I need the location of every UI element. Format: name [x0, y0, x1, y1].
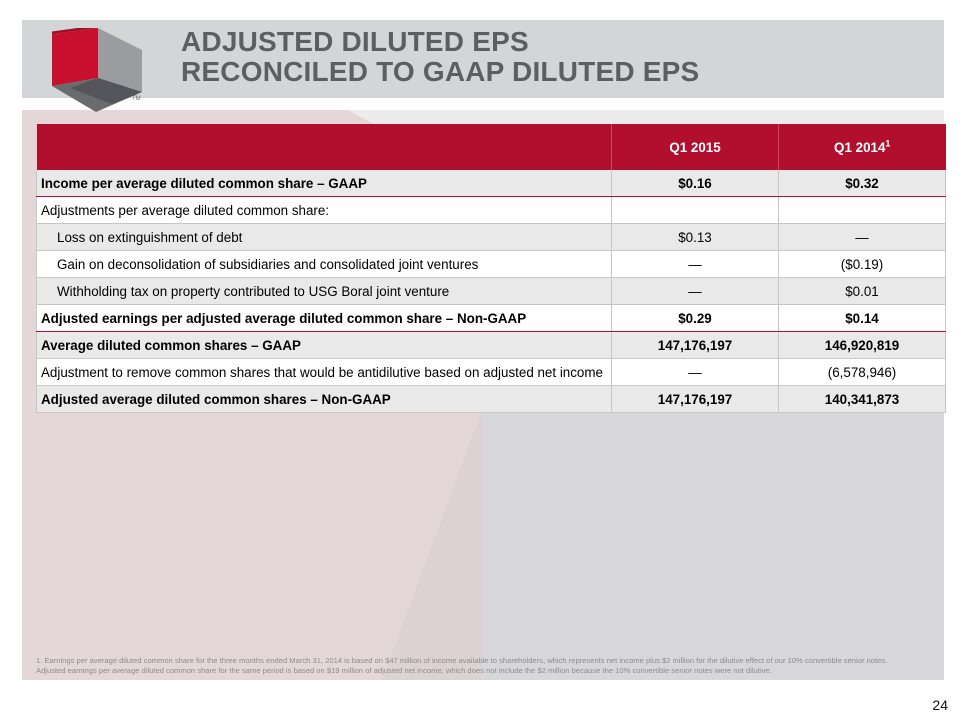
value-q1-2015: — [611, 250, 779, 278]
row-label: Adjustments per average diluted common s… [36, 196, 612, 224]
table-row: Income per average diluted common share … [36, 170, 946, 197]
value-q1-2014: 146,920,819 [778, 331, 946, 359]
value-q1-2015: 147,176,197 [611, 331, 779, 359]
row-label: Withholding tax on property contributed … [36, 277, 612, 305]
logo-trademark: TM [132, 96, 141, 102]
value-q1-2014: 140,341,873 [778, 385, 946, 413]
value-q1-2015: — [611, 358, 779, 386]
value-q1-2015: $0.13 [611, 223, 779, 251]
table-row: Adjustments per average diluted common s… [36, 196, 946, 224]
table-header-row: Q1 2015 Q1 20141 [36, 124, 946, 170]
value-q1-2015 [611, 196, 779, 224]
table-row: Adjustment to remove common shares that … [36, 358, 946, 386]
row-label: Loss on extinguishment of debt [36, 223, 612, 251]
title-line-1: ADJUSTED DILUTED EPS [181, 26, 529, 57]
value-q1-2014: $0.32 [778, 170, 946, 197]
row-label: Income per average diluted common share … [36, 170, 612, 197]
value-q1-2014: — [778, 223, 946, 251]
footnote: 1. Earnings per average diluted common s… [36, 656, 888, 675]
title-bar: TM ADJUSTED DILUTED EPS RECONCILED TO GA… [22, 20, 944, 112]
page-number: 24 [932, 697, 948, 713]
column-header-q1-2014: Q1 20141 [778, 124, 946, 170]
table-row: Withholding tax on property contributed … [36, 277, 946, 305]
table-row: Gain on deconsolidation of subsidiaries … [36, 250, 946, 278]
page-title: ADJUSTED DILUTED EPS RECONCILED TO GAAP … [181, 27, 699, 87]
row-label: Adjustment to remove common shares that … [36, 358, 612, 386]
row-label: Average diluted common shares – GAAP [36, 331, 612, 359]
value-q1-2014: ($0.19) [778, 250, 946, 278]
column-header-label [36, 124, 612, 170]
row-label: Gain on deconsolidation of subsidiaries … [36, 250, 612, 278]
table-row: Adjusted average diluted common shares –… [36, 385, 946, 413]
value-q1-2015: 147,176,197 [611, 385, 779, 413]
value-q1-2014: (6,578,946) [778, 358, 946, 386]
value-q1-2014 [778, 196, 946, 224]
column-header-q1-2015: Q1 2015 [611, 124, 779, 170]
table-row: Adjusted earnings per adjusted average d… [36, 304, 946, 332]
row-label: Adjusted average diluted common shares –… [36, 385, 612, 413]
value-q1-2014: $0.14 [778, 304, 946, 332]
value-q1-2014: $0.01 [778, 277, 946, 305]
eps-reconciliation-table: Q1 2015 Q1 20141 Income per average dilu… [36, 124, 946, 413]
value-q1-2015: $0.29 [611, 304, 779, 332]
company-logo-icon: TM [52, 28, 142, 112]
title-line-2: RECONCILED TO GAAP DILUTED EPS [181, 56, 700, 87]
column-header-q1-2014-text: Q1 2014 [834, 139, 886, 155]
row-label: Adjusted earnings per adjusted average d… [36, 304, 612, 332]
column-footnote-marker: 1 [885, 138, 891, 149]
table-row: Loss on extinguishment of debt $0.13 — [36, 223, 946, 251]
value-q1-2015: — [611, 277, 779, 305]
table-row: Average diluted common shares – GAAP 147… [36, 331, 946, 359]
value-q1-2015: $0.16 [611, 170, 779, 197]
